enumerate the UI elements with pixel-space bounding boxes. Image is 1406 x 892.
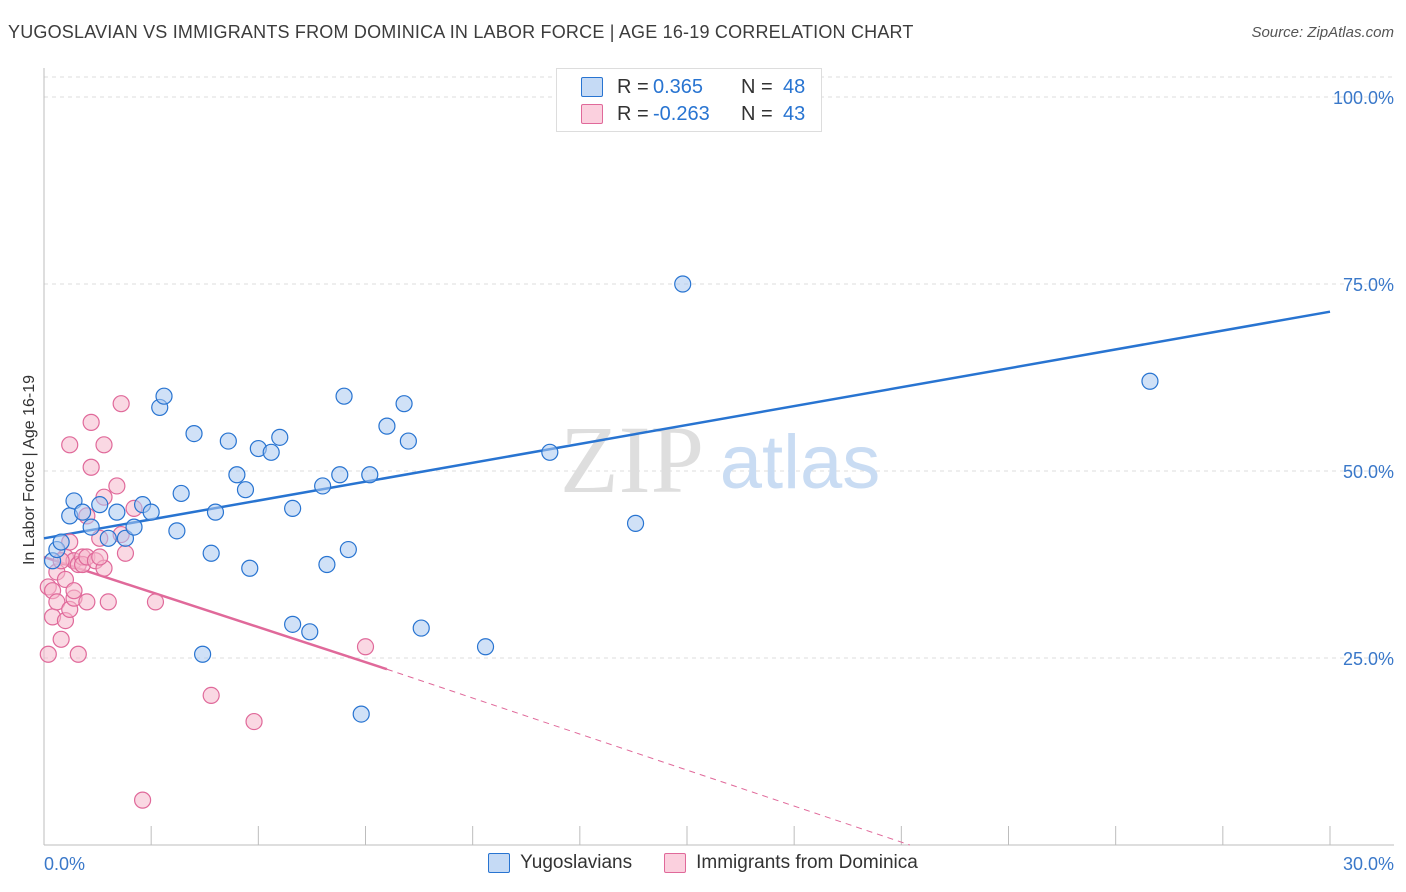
legend-r-value: -0.263	[653, 102, 710, 125]
trendline-dominica-extension	[386, 668, 911, 846]
legend-item-yugoslavians[interactable]: Yugoslavians	[488, 852, 632, 874]
point-yugoslavians	[185, 425, 203, 443]
series-legend: Yugoslavians Immigrants from Dominica	[0, 852, 1406, 874]
point-yugoslavians	[73, 503, 92, 521]
data-points	[39, 275, 1159, 809]
y-tick-label: 100.0%	[1333, 88, 1394, 108]
point-yugoslavians	[399, 432, 417, 450]
point-yugoslavians	[331, 466, 349, 484]
point-yugoslavians	[674, 275, 692, 293]
legend-label-dominica: Immigrants from Dominica	[696, 852, 918, 873]
point-dominica	[108, 477, 126, 495]
trendline-dominica	[43, 555, 388, 671]
y-tick-labels: 25.0% 50.0% 75.0% 100.0%	[1333, 88, 1394, 669]
point-dominica	[245, 712, 263, 731]
chart-title: YUGOSLAVIAN VS IMMIGRANTS FROM DOMINICA …	[8, 22, 914, 42]
legend-swatch-pink	[581, 104, 603, 124]
point-yugoslavians	[172, 484, 190, 503]
point-dominica	[69, 645, 87, 663]
point-yugoslavians	[476, 638, 495, 656]
x-tick-min: 0.0%	[44, 854, 85, 874]
point-dominica	[146, 593, 165, 611]
point-dominica	[82, 413, 100, 431]
point-dominica	[48, 593, 66, 611]
point-dominica	[95, 436, 113, 454]
point-dominica	[116, 544, 135, 562]
legend-swatch-pink	[664, 853, 687, 873]
legend-row-yugoslavians: R = 0.365 N = 48	[581, 74, 805, 100]
point-yugoslavians	[206, 503, 225, 521]
point-yugoslavians	[82, 518, 100, 536]
correlation-legend: R = 0.365 N = 48 R = -0.263 N = 43	[556, 68, 822, 132]
legend-swatch-blue	[488, 853, 511, 873]
trendlines	[43, 310, 1331, 846]
point-yugoslavians	[108, 503, 126, 521]
point-yugoslavians	[541, 443, 559, 461]
point-yugoslavians	[314, 477, 332, 495]
legend-n-value: 48	[783, 75, 806, 98]
point-dominica	[65, 582, 83, 600]
point-dominica	[78, 593, 96, 611]
trendline-yugoslavians	[43, 310, 1331, 540]
point-yugoslavians	[284, 615, 302, 633]
point-dominica	[52, 630, 70, 648]
point-yugoslavians	[301, 623, 319, 641]
point-yugoslavians	[271, 428, 289, 446]
point-yugoslavians	[378, 417, 396, 435]
legend-r-value: 0.365	[653, 75, 704, 98]
point-dominica	[39, 645, 57, 663]
legend-n-label: N =	[741, 102, 773, 125]
point-dominica	[91, 548, 109, 566]
y-tick-label: 75.0%	[1343, 275, 1394, 295]
point-yugoslavians	[236, 481, 255, 499]
y-tick-label: 50.0%	[1343, 462, 1394, 482]
point-yugoslavians	[91, 496, 109, 514]
axes	[43, 68, 1394, 846]
point-yugoslavians	[202, 544, 220, 562]
source-credit: Source: ZipAtlas.com	[1251, 24, 1394, 41]
point-yugoslavians	[262, 443, 280, 461]
point-yugoslavians	[339, 540, 357, 559]
point-dominica	[356, 638, 375, 656]
x-tick-max: 30.0%	[1343, 854, 1394, 874]
point-yugoslavians	[241, 559, 259, 577]
legend-n-label: N =	[741, 75, 773, 98]
point-dominica	[82, 458, 100, 476]
watermark-atlas: atlas	[720, 420, 881, 505]
point-yugoslavians	[412, 619, 430, 637]
point-yugoslavians	[99, 529, 117, 547]
point-yugoslavians	[155, 387, 173, 405]
point-yugoslavians	[228, 466, 246, 484]
point-yugoslavians	[626, 514, 645, 532]
point-yugoslavians	[361, 466, 379, 484]
point-yugoslavians	[52, 533, 70, 551]
watermark: ZIP atlas	[560, 406, 880, 513]
point-dominica	[112, 395, 130, 413]
point-yugoslavians	[194, 645, 212, 663]
legend-label-yugoslavians: Yugoslavians	[520, 852, 633, 873]
point-yugoslavians	[142, 503, 160, 521]
legend-item-dominica[interactable]: Immigrants from Dominica	[664, 852, 918, 874]
point-yugoslavians	[125, 518, 143, 536]
legend-swatch-blue	[581, 77, 603, 97]
point-dominica	[61, 436, 79, 454]
point-yugoslavians	[168, 522, 186, 540]
point-yugoslavians	[1141, 372, 1159, 390]
watermark-zip: ZIP	[560, 406, 704, 513]
y-tick-label: 25.0%	[1343, 649, 1394, 669]
point-yugoslavians	[395, 395, 413, 413]
point-dominica	[202, 686, 220, 705]
legend-n-value: 43	[783, 102, 806, 125]
point-yugoslavians	[335, 387, 353, 405]
point-yugoslavians	[352, 705, 370, 723]
point-dominica	[133, 791, 152, 809]
legend-r-label: R =	[617, 102, 649, 125]
point-dominica	[99, 593, 117, 611]
point-yugoslavians	[318, 555, 336, 574]
legend-row-dominica: R = -0.263 N = 43	[581, 101, 805, 127]
legend-r-label: R =	[617, 75, 649, 98]
point-yugoslavians	[284, 499, 302, 517]
point-yugoslavians	[219, 432, 237, 450]
